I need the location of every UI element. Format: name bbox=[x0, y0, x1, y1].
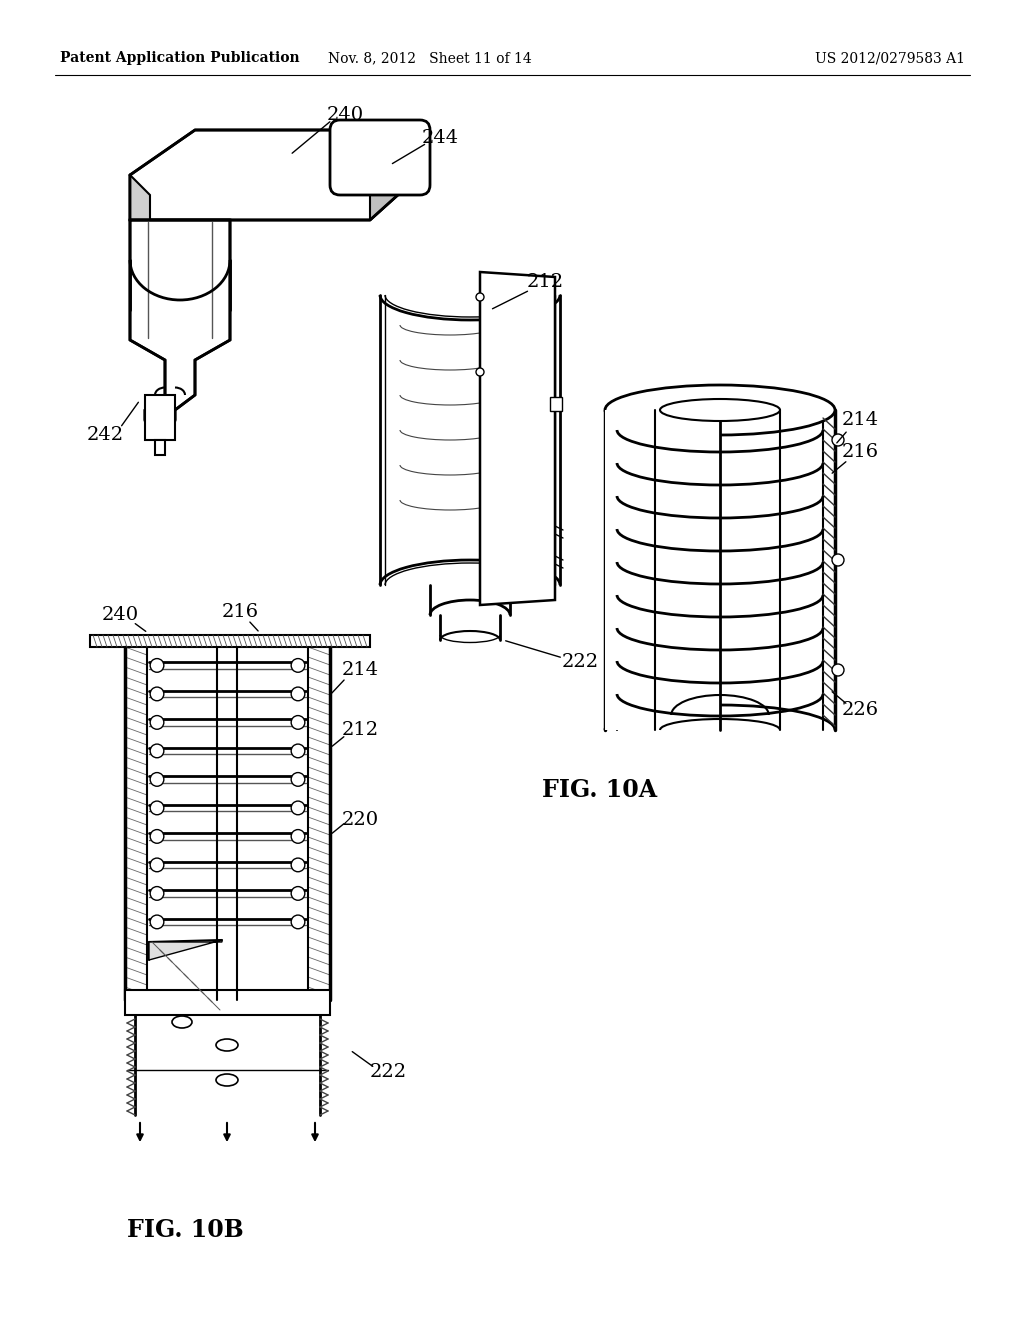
Polygon shape bbox=[370, 129, 420, 220]
Polygon shape bbox=[155, 440, 165, 455]
Circle shape bbox=[831, 554, 844, 566]
Text: US 2012/0279583 A1: US 2012/0279583 A1 bbox=[815, 51, 965, 65]
Circle shape bbox=[151, 829, 164, 843]
Polygon shape bbox=[130, 129, 420, 220]
Text: 212: 212 bbox=[341, 721, 379, 739]
Polygon shape bbox=[130, 220, 230, 420]
Circle shape bbox=[291, 829, 305, 843]
Circle shape bbox=[291, 659, 305, 672]
Text: 220: 220 bbox=[341, 810, 379, 829]
Circle shape bbox=[291, 715, 305, 729]
Circle shape bbox=[151, 801, 164, 814]
Polygon shape bbox=[90, 635, 370, 647]
Ellipse shape bbox=[216, 1039, 238, 1051]
Polygon shape bbox=[605, 411, 720, 730]
Text: 242: 242 bbox=[86, 426, 124, 444]
Circle shape bbox=[476, 293, 484, 301]
Text: 214: 214 bbox=[842, 411, 879, 429]
Text: FIG. 10A: FIG. 10A bbox=[543, 777, 657, 803]
Circle shape bbox=[831, 664, 844, 676]
Text: Nov. 8, 2012   Sheet 11 of 14: Nov. 8, 2012 Sheet 11 of 14 bbox=[328, 51, 531, 65]
Circle shape bbox=[151, 887, 164, 900]
Text: 212: 212 bbox=[526, 273, 563, 290]
Text: 226: 226 bbox=[842, 701, 879, 719]
Polygon shape bbox=[125, 990, 330, 1015]
Text: 222: 222 bbox=[561, 653, 599, 671]
Circle shape bbox=[291, 887, 305, 900]
Circle shape bbox=[151, 715, 164, 729]
Text: 216: 216 bbox=[221, 603, 259, 620]
Polygon shape bbox=[480, 272, 555, 605]
Text: FIG. 10B: FIG. 10B bbox=[127, 1218, 244, 1242]
Circle shape bbox=[151, 915, 164, 929]
Text: 240: 240 bbox=[327, 106, 364, 124]
Circle shape bbox=[291, 858, 305, 871]
Bar bbox=[550, 397, 562, 411]
Ellipse shape bbox=[172, 1016, 193, 1028]
Text: 244: 244 bbox=[422, 129, 459, 147]
Circle shape bbox=[291, 688, 305, 701]
Circle shape bbox=[291, 915, 305, 929]
Polygon shape bbox=[145, 395, 175, 440]
Circle shape bbox=[291, 801, 305, 814]
Circle shape bbox=[151, 688, 164, 701]
Ellipse shape bbox=[605, 385, 835, 436]
Text: 240: 240 bbox=[101, 606, 138, 624]
Polygon shape bbox=[130, 176, 150, 240]
Circle shape bbox=[291, 744, 305, 758]
Circle shape bbox=[151, 744, 164, 758]
Circle shape bbox=[151, 772, 164, 787]
Circle shape bbox=[831, 434, 844, 446]
Text: 216: 216 bbox=[842, 444, 879, 461]
Circle shape bbox=[151, 659, 164, 672]
Circle shape bbox=[291, 772, 305, 787]
Polygon shape bbox=[147, 647, 308, 1001]
FancyBboxPatch shape bbox=[330, 120, 430, 195]
Ellipse shape bbox=[216, 1074, 238, 1086]
Circle shape bbox=[476, 368, 484, 376]
Text: 222: 222 bbox=[370, 1063, 407, 1081]
Ellipse shape bbox=[660, 399, 780, 421]
Text: 214: 214 bbox=[341, 661, 379, 678]
Polygon shape bbox=[150, 940, 222, 960]
Text: Patent Application Publication: Patent Application Publication bbox=[60, 51, 300, 65]
Circle shape bbox=[151, 858, 164, 871]
